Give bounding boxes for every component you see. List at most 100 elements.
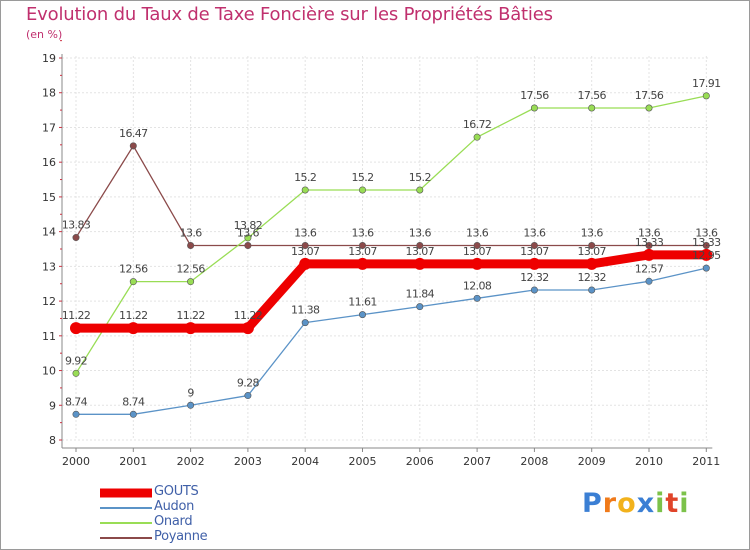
data-point-onard <box>72 369 80 377</box>
x-tick-label: 2004 <box>291 455 319 468</box>
data-point-gouts <box>700 248 713 261</box>
data-label-onard: 17.56 <box>520 89 549 102</box>
x-tick-label: 2003 <box>234 455 262 468</box>
data-label-gouts: 13.07 <box>406 245 435 258</box>
legend-label: Onard <box>154 514 193 529</box>
data-label-audon: 12.57 <box>635 262 664 275</box>
data-label-onard: 15.2 <box>409 171 431 184</box>
logo-letter: x <box>636 488 656 519</box>
data-point-gouts <box>413 257 426 270</box>
data-label-audon: 12.95 <box>692 249 721 262</box>
data-label-audon: 12.32 <box>520 271 549 284</box>
data-points <box>70 92 713 418</box>
logo-letter: i <box>655 488 666 519</box>
series-line-poyanne <box>75 145 707 247</box>
y-tick-label: 19 <box>42 52 56 65</box>
legend-swatch <box>100 488 152 497</box>
logo-letter: o <box>617 488 637 519</box>
data-point-onard <box>129 278 137 286</box>
data-point-onard <box>301 186 309 194</box>
x-tick-label: 2011 <box>692 455 720 468</box>
x-tick-label: 2002 <box>177 455 205 468</box>
x-tick-label: 2010 <box>635 455 663 468</box>
data-label-poyanne: 13.6 <box>695 227 718 240</box>
data-point-audon <box>473 294 481 302</box>
y-tick-label: 10 <box>42 365 56 378</box>
data-point-onard <box>358 186 366 194</box>
data-point-audon <box>588 286 596 294</box>
grid-lines <box>62 56 709 441</box>
data-label-audon: 11.38 <box>291 304 320 317</box>
data-label-audon: 12.32 <box>577 271 606 284</box>
legend-label: Audon <box>154 499 195 514</box>
data-label-gouts: 13.33 <box>635 236 664 249</box>
data-label-gouts: 13.07 <box>348 245 377 258</box>
data-label-poyanne: 13.6 <box>523 227 546 240</box>
data-point-poyanne <box>473 242 481 250</box>
legend-label: Poyanne <box>154 529 208 544</box>
data-point-onard <box>187 278 195 286</box>
data-label-onard: 9.92 <box>65 354 87 367</box>
x-tick-label: 2005 <box>349 455 377 468</box>
data-point-audon <box>702 264 710 272</box>
data-point-audon <box>301 319 309 327</box>
data-point-gouts <box>184 322 197 335</box>
y-tick-label: 8 <box>49 434 56 447</box>
data-point-poyanne <box>416 242 424 250</box>
x-tick-label: 2009 <box>578 455 606 468</box>
data-point-onard <box>702 92 710 100</box>
chart-unit-label: (en %) <box>26 28 63 41</box>
data-label-gouts: 13.07 <box>520 245 549 258</box>
data-labels: 11.22 11.22 11.22 11.22 13.07 13.07 13.07 13.07… <box>62 77 722 408</box>
data-point-audon <box>645 277 653 285</box>
data-point-audon <box>129 410 137 418</box>
data-point-audon <box>187 401 195 409</box>
data-point-audon <box>358 311 366 319</box>
data-label-poyanne: 13.83 <box>62 219 91 232</box>
data-point-poyanne <box>129 142 137 150</box>
data-label-gouts: 13.07 <box>463 245 492 258</box>
legend-swatch <box>100 536 152 539</box>
data-label-onard: 15.2 <box>351 171 373 184</box>
data-point-poyanne <box>358 242 366 250</box>
y-tick-label: 16 <box>42 156 56 169</box>
data-point-onard <box>473 133 481 141</box>
data-point-onard <box>244 234 252 242</box>
logo-letter: P <box>582 488 603 519</box>
logo-letter: t <box>665 488 680 519</box>
data-point-gouts <box>528 257 541 270</box>
data-point-poyanne <box>244 242 252 250</box>
data-point-poyanne <box>187 242 195 250</box>
data-point-poyanne <box>588 242 596 250</box>
data-label-onard: 15.2 <box>294 171 316 184</box>
data-point-gouts <box>127 322 140 335</box>
data-label-poyanne: 13.6 <box>351 227 374 240</box>
data-point-onard <box>645 104 653 112</box>
data-label-gouts: 11.22 <box>234 309 263 322</box>
axes: 8 9 10 11 12 13 14 15 16 17 18 19 2000 2001 2002 2003 20… <box>42 40 720 468</box>
data-label-poyanne: 13.6 <box>237 227 260 240</box>
data-label-onard: 17.56 <box>635 89 664 102</box>
data-point-gouts <box>241 322 254 335</box>
data-label-poyanne: 13.6 <box>180 227 203 240</box>
data-label-onard: 12.56 <box>119 263 148 276</box>
data-label-audon: 11.84 <box>406 288 435 301</box>
data-label-onard: 13.82 <box>234 219 263 232</box>
data-point-onard <box>588 104 596 112</box>
data-label-onard: 12.56 <box>176 263 205 276</box>
y-tick-label: 9 <box>49 399 56 412</box>
data-label-gouts: 13.07 <box>577 245 606 258</box>
data-point-gouts <box>585 257 598 270</box>
y-tick-label: 15 <box>42 191 56 204</box>
y-tick-label: 12 <box>42 295 56 308</box>
data-label-gouts: 11.22 <box>62 309 91 322</box>
data-point-audon <box>530 286 538 294</box>
data-point-audon <box>244 392 252 400</box>
data-point-poyanne <box>645 242 653 250</box>
data-point-onard <box>416 186 424 194</box>
x-tick-label: 2000 <box>62 455 90 468</box>
data-label-audon: 8.74 <box>65 395 88 408</box>
data-label-audon: 12.08 <box>463 279 492 292</box>
logo-letter: i <box>679 488 690 519</box>
